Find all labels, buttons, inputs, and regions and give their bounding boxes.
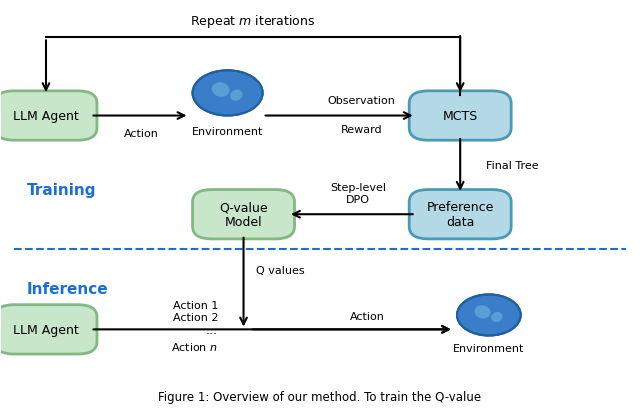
Text: Action $n$: Action $n$: [171, 340, 218, 352]
Ellipse shape: [491, 312, 502, 323]
Text: Step-level
DPO: Step-level DPO: [330, 183, 386, 204]
Text: Action 2: Action 2: [173, 312, 218, 322]
FancyBboxPatch shape: [409, 92, 511, 141]
FancyBboxPatch shape: [0, 92, 97, 141]
Text: Q values: Q values: [256, 265, 305, 275]
Text: Environment: Environment: [192, 126, 263, 136]
Text: Observation: Observation: [328, 96, 396, 106]
Circle shape: [193, 71, 262, 116]
Text: Figure 1: Overview of our method. To train the Q-value: Figure 1: Overview of our method. To tra…: [159, 390, 481, 404]
Text: Q-value
Model: Q-value Model: [220, 201, 268, 229]
Text: Inference: Inference: [27, 281, 109, 296]
Text: ...: ...: [206, 323, 218, 336]
Ellipse shape: [474, 306, 490, 319]
FancyBboxPatch shape: [409, 190, 511, 239]
FancyBboxPatch shape: [193, 190, 294, 239]
Circle shape: [457, 295, 521, 336]
Text: LLM Agent: LLM Agent: [13, 323, 79, 336]
Text: MCTS: MCTS: [443, 110, 478, 123]
Text: Training: Training: [27, 183, 97, 197]
Ellipse shape: [230, 90, 243, 102]
Text: Action: Action: [124, 128, 159, 138]
FancyBboxPatch shape: [0, 305, 97, 354]
Text: Final Tree: Final Tree: [486, 161, 538, 171]
Text: Action: Action: [350, 311, 385, 321]
Text: Reward: Reward: [340, 124, 382, 134]
Ellipse shape: [212, 83, 230, 97]
Text: Repeat $m$ iterations: Repeat $m$ iterations: [190, 13, 316, 30]
Text: Action 1: Action 1: [173, 300, 218, 310]
Text: LLM Agent: LLM Agent: [13, 110, 79, 123]
Text: Preference
data: Preference data: [426, 201, 494, 229]
Text: Environment: Environment: [453, 343, 525, 353]
